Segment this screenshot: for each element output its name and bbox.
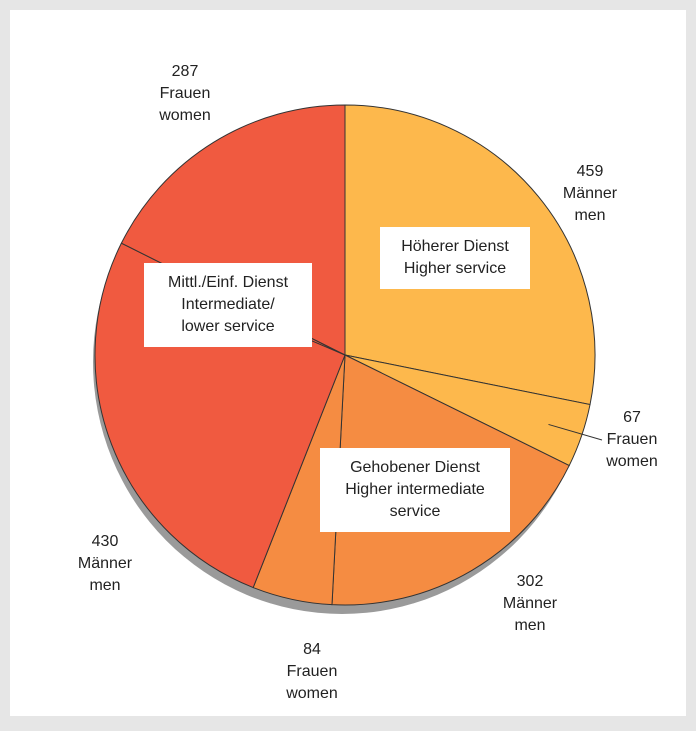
slice-label: men	[574, 207, 605, 224]
slice-value: 302	[517, 573, 544, 590]
slice-label: Männer	[563, 185, 618, 202]
group-label: Intermediate/	[181, 296, 275, 313]
group-label-box	[144, 263, 312, 347]
group-label: service	[390, 503, 441, 520]
slice-label: Männer	[78, 555, 133, 572]
leader-line	[548, 423, 603, 441]
slice-value: 84	[303, 641, 321, 658]
slice-label: men	[514, 617, 545, 634]
group-label: Mittl./Einf. Dienst	[168, 274, 289, 291]
group-label: Higher service	[404, 260, 506, 277]
slice-label: women	[605, 453, 658, 470]
slice-label: women	[158, 107, 211, 124]
slice-label: Frauen	[607, 431, 658, 448]
group-label-box	[380, 227, 530, 289]
slice-value: 67	[623, 409, 641, 426]
slice-value: 430	[92, 533, 119, 550]
slice-label: Frauen	[160, 85, 211, 102]
slice-value: 459	[577, 163, 604, 180]
group-label: Higher intermediate	[345, 481, 485, 498]
slice-label: women	[285, 685, 338, 702]
slice-value: 287	[172, 63, 199, 80]
group-label: Gehobener Dienst	[350, 459, 480, 476]
group-label: Höherer Dienst	[401, 238, 509, 255]
slice-label: men	[89, 577, 120, 594]
slice-label: Frauen	[287, 663, 338, 680]
group-label: lower service	[181, 318, 274, 335]
group-label-box	[320, 448, 510, 532]
slice-label: Männer	[503, 595, 558, 612]
